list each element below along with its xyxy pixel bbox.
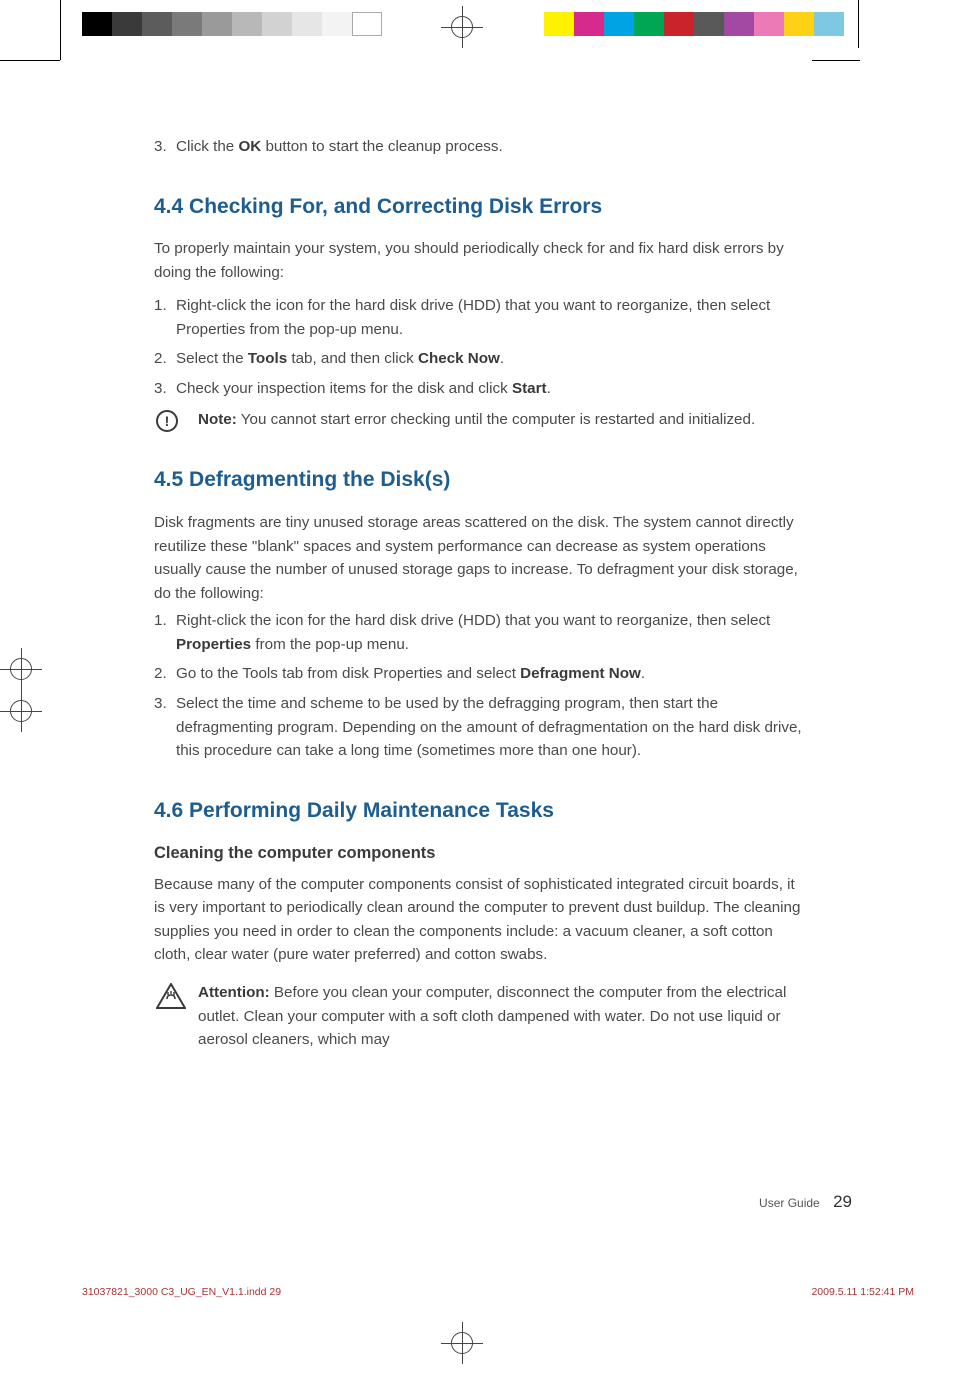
registration-mark-top [441,6,483,48]
crop-mark [812,60,860,61]
step-number: 2. [154,662,176,686]
text: tab, and then click [287,350,418,367]
list-item: 3. Check your inspection items for the d… [154,377,804,401]
page-footer: User Guide 29 [759,1192,852,1212]
text: Go to the Tools tab from disk Properties… [176,665,520,682]
step-number: 1. [154,294,176,341]
paragraph: To properly maintain your system, you sh… [154,237,804,284]
registration-mark-left [0,690,42,732]
text: button to start the cleanup process. [261,138,502,155]
text: Check your inspection items for the disk… [176,380,512,397]
step-text: Go to the Tools tab from disk Properties… [176,662,804,686]
step-number: 2. [154,347,176,371]
list-item: 3. Select the time and scheme to be used… [154,692,804,763]
attention-block: Attention: Before you clean your compute… [154,981,804,1052]
section-heading-44: 4.4 Checking For, and Correcting Disk Er… [154,191,804,224]
text: . [500,350,504,367]
step-text: Click the OK button to start the cleanup… [176,135,804,159]
step-text: Select the time and scheme to be used by… [176,692,804,763]
print-timestamp: 2009.5.11 1:52:41 PM [811,1286,914,1298]
step-number: 3. [154,692,176,763]
text: from the pop-up menu. [251,636,409,653]
bold-text: Properties [176,636,251,653]
text: You cannot start error checking until th… [237,411,755,428]
step-text: Select the Tools tab, and then click Che… [176,347,804,371]
paragraph: Because many of the computer components … [154,873,804,967]
list-item: 2. Go to the Tools tab from disk Propert… [154,662,804,686]
step-number: 3. [154,135,176,159]
crop-mark [0,60,60,61]
text: Right-click the icon for the hard disk d… [176,612,770,629]
note-text: Note: You cannot start error checking un… [198,408,804,432]
attention-label: Attention: [198,984,270,1001]
note-icon: ! [154,408,198,432]
crop-mark [60,0,61,60]
grayscale-colorbar [82,12,382,36]
list-item: 3. Click the OK button to start the clea… [154,135,804,159]
text: Before you clean your computer, disconne… [198,984,786,1048]
bold-text: Start [512,380,547,397]
print-file: 31037821_3000 C3_UG_EN_V1.1.indd 29 [82,1286,281,1298]
step-number: 3. [154,377,176,401]
print-slug: 31037821_3000 C3_UG_EN_V1.1.indd 29 2009… [82,1286,914,1298]
subsection-heading: Cleaning the computer components [154,841,804,867]
note-block: ! Note: You cannot start error checking … [154,408,804,432]
crop-mark [858,0,859,48]
step-text: Right-click the icon for the hard disk d… [176,294,804,341]
section-heading-45: 4.5 Defragmenting the Disk(s) [154,464,804,497]
bold-text: Check Now [418,350,500,367]
list-item: 1. Right-click the icon for the hard dis… [154,609,804,656]
text: . [547,380,551,397]
bold-text: OK [238,138,261,155]
page-content: 3. Click the OK button to start the clea… [154,135,804,1052]
registration-mark-bottom [441,1322,483,1364]
color-colorbar [544,12,844,36]
attention-icon [154,981,198,1052]
list-item: 2. Select the Tools tab, and then click … [154,347,804,371]
section-heading-46: 4.6 Performing Daily Maintenance Tasks [154,795,804,828]
text: Click the [176,138,238,155]
step-number: 1. [154,609,176,656]
step-text: Right-click the icon for the hard disk d… [176,609,804,656]
text: . [641,665,645,682]
bold-text: Tools [248,350,287,367]
paragraph: Disk fragments are tiny unused storage a… [154,511,804,605]
page-number: 29 [833,1192,852,1211]
text: Select the [176,350,248,367]
footer-label: User Guide [759,1196,820,1210]
bold-text: Defragment Now [520,665,641,682]
attention-text: Attention: Before you clean your compute… [198,981,804,1052]
note-label: Note: [198,411,237,428]
list-item: 1. Right-click the icon for the hard dis… [154,294,804,341]
registration-mark-right [0,648,42,690]
step-text: Check your inspection items for the disk… [176,377,804,401]
